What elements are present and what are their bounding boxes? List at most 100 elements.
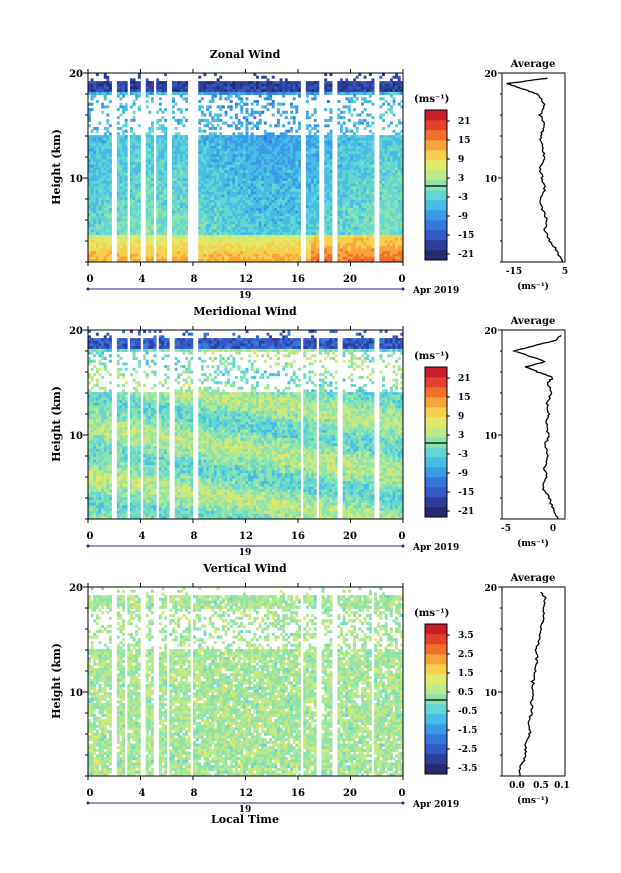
- heatmap-cell: [235, 226, 238, 230]
- heatmap-cell: [345, 183, 349, 187]
- heatmap-cell: [164, 73, 168, 76]
- heatmap-cell: [261, 81, 265, 85]
- heatmap-cell: [261, 186, 265, 190]
- heatmap-cell: [148, 170, 152, 174]
- heatmap-cell: [177, 154, 181, 157]
- heatmap-cell: [358, 140, 362, 144]
- heatmap-cell: [151, 240, 154, 244]
- heatmap-cell: [156, 226, 160, 230]
- heatmap-cell: [182, 221, 186, 225]
- heatmap-cell: [148, 208, 152, 211]
- heatmap-cell: [90, 216, 94, 220]
- heatmap-cell: [384, 224, 388, 228]
- heatmap-cell: [279, 164, 283, 168]
- heatmap-cell: [101, 205, 105, 209]
- heatmap-cell: [269, 143, 273, 147]
- heatmap-cell: [116, 240, 120, 244]
- heatmap-cell: [313, 208, 317, 211]
- heatmap-cell: [258, 237, 262, 241]
- heatmap-cell: [122, 224, 126, 228]
- heatmap-cell: [88, 186, 91, 190]
- heatmap-cell: [198, 83, 202, 87]
- heatmap-cell: [295, 145, 299, 149]
- heatmap-cell: [200, 135, 204, 139]
- heatmap-cell: [298, 94, 301, 98]
- heatmap-cell: [295, 167, 299, 171]
- heatmap-cell: [135, 197, 139, 201]
- heatmap-cell: [287, 197, 291, 201]
- heatmap-cell: [277, 124, 280, 128]
- heatmap-cell: [214, 83, 217, 87]
- heatmap-cell: [353, 108, 357, 112]
- heatmap-cell: [355, 189, 359, 193]
- heatmap-cell: [124, 189, 128, 193]
- heatmap-cell: [342, 167, 346, 171]
- heatmap-cell: [358, 143, 362, 147]
- heatmap-cell: [151, 205, 154, 209]
- heatmap-cell: [172, 86, 175, 90]
- heatmap-cell: [237, 97, 241, 101]
- heatmap-cell: [384, 172, 388, 176]
- heatmap-cell: [342, 229, 346, 233]
- heatmap-cell: [292, 191, 296, 195]
- heatmap-cell: [240, 108, 244, 112]
- heatmap-cell: [256, 100, 259, 103]
- heatmap-cell: [206, 105, 210, 109]
- heatmap-cell: [242, 240, 246, 244]
- heatmap-cell: [379, 221, 383, 225]
- heatmap-cell: [109, 154, 112, 157]
- heatmap-cell: [132, 78, 136, 82]
- heatmap-cell: [397, 178, 401, 182]
- heatmap-cell: [290, 210, 294, 214]
- heatmap-cell: [397, 205, 401, 209]
- heatmap-cell: [298, 140, 301, 144]
- heatmap-cell: [130, 170, 133, 174]
- heatmap-cell: [355, 226, 359, 230]
- heatmap-cell: [145, 164, 149, 168]
- heatmap-cell: [185, 232, 189, 236]
- heatmap-cell: [340, 159, 343, 163]
- heatmap-cell: [387, 175, 391, 179]
- heatmap-cell: [392, 113, 396, 117]
- heatmap-cell: [211, 86, 215, 90]
- heatmap-cell: [358, 229, 362, 233]
- heatmap-cell: [229, 235, 233, 238]
- heatmap-cell: [182, 210, 186, 214]
- heatmap-cell: [161, 124, 165, 128]
- heatmap-cell: [103, 127, 107, 130]
- heatmap-cell: [88, 83, 91, 87]
- heatmap-cell: [371, 116, 375, 120]
- heatmap-cell: [229, 224, 233, 228]
- heatmap-cell: [208, 197, 212, 201]
- heatmap-cell: [206, 108, 210, 112]
- heatmap-cell: [266, 83, 270, 87]
- heatmap-cell: [313, 205, 317, 209]
- heatmap-cell: [340, 191, 343, 195]
- heatmap-cell: [224, 213, 228, 217]
- heatmap-cell: [177, 145, 181, 149]
- heatmap-cell: [384, 216, 388, 220]
- heatmap-cell: [240, 172, 244, 176]
- heatmap-cell: [258, 164, 262, 168]
- heatmap-cell: [269, 159, 273, 163]
- heatmap-cell: [177, 181, 181, 184]
- heatmap-cell: [277, 205, 280, 209]
- heatmap-cell: [93, 143, 97, 147]
- heatmap-cell: [379, 167, 383, 171]
- heatmap-cell: [389, 172, 393, 176]
- heatmap-cell: [340, 129, 343, 133]
- heatmap-cell: [158, 208, 162, 211]
- heatmap-cell: [340, 89, 343, 93]
- heatmap-cell: [177, 218, 181, 222]
- heatmap-cell: [227, 140, 231, 144]
- heatmap-cell: [137, 189, 141, 193]
- heatmap-cell: [345, 145, 349, 149]
- heatmap-cell: [292, 116, 296, 120]
- heatmap-cell: [324, 135, 328, 139]
- heatmap-cell: [287, 178, 291, 182]
- heatmap-cell: [245, 186, 249, 190]
- heatmap-cell: [235, 199, 238, 203]
- heatmap-cell: [258, 110, 262, 114]
- heatmap-cell: [235, 143, 238, 147]
- heatmap-cell: [109, 199, 112, 203]
